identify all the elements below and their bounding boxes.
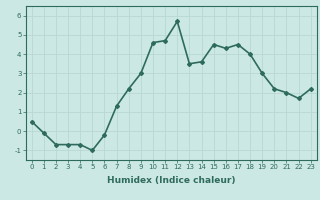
X-axis label: Humidex (Indice chaleur): Humidex (Indice chaleur) — [107, 176, 236, 185]
